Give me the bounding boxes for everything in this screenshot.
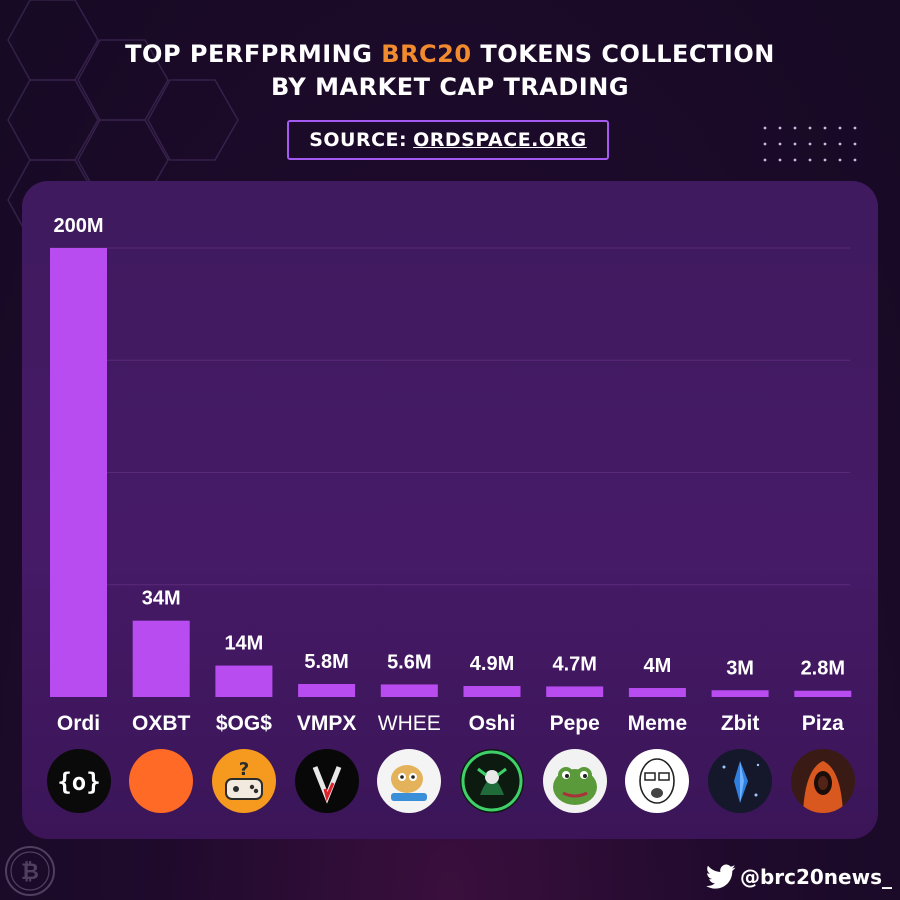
source-label: SOURCE:	[309, 129, 408, 151]
whee-dog-icon	[377, 749, 442, 813]
dot-grid-decoration	[763, 126, 857, 162]
meme-wojak-icon	[625, 749, 690, 813]
bar-ordi	[50, 248, 107, 697]
category-label: Ordi	[57, 712, 100, 735]
value-label: 2.8M	[801, 658, 845, 680]
category-label: WHEE	[378, 712, 441, 735]
svg-text:{o}: {o}	[57, 768, 100, 796]
oshi-warrior-icon	[460, 749, 524, 813]
oxbt-orange-circle-icon	[129, 749, 194, 813]
category-label: Piza	[802, 712, 844, 735]
bar-meme	[628, 688, 686, 697]
svg-text:?: ?	[239, 759, 249, 780]
og-gamepad-icon: ?	[211, 749, 276, 813]
chart-title: TOP PERFPRMING BRC20 TOKENS COLLECTION B…	[0, 38, 900, 104]
title-line-1: TOP PERFPRMING BRC20 TOKENS COLLECTION	[0, 38, 900, 71]
value-label: 4.9M	[470, 653, 514, 675]
twitter-bird-icon	[705, 864, 736, 889]
value-label: 200M	[53, 215, 103, 237]
category-label: VMPX	[297, 712, 357, 735]
value-label: 5.8M	[304, 651, 348, 673]
bar-og	[215, 665, 273, 697]
bar-whee	[380, 684, 438, 697]
value-label: 3M	[726, 657, 754, 679]
source-link[interactable]: ORDSPACE.ORG	[413, 129, 587, 151]
category-label: Meme	[628, 712, 688, 735]
category-label: Oshi	[469, 712, 516, 735]
twitter-handle[interactable]: @brc20news_	[705, 862, 892, 892]
value-label: 4.7M	[552, 653, 596, 675]
source-box: SOURCE: ORDSPACE.ORG	[287, 120, 609, 160]
title-prefix: TOP PERFPRMING	[125, 40, 382, 68]
value-label: 5.6M	[387, 651, 431, 673]
zbit-crystal-icon	[708, 749, 773, 813]
bar-piza	[794, 690, 852, 697]
vmpx-v-logo-icon	[294, 749, 359, 813]
category-label: Zbit	[721, 712, 759, 735]
bar-pepe	[546, 686, 604, 697]
bar-zbit	[711, 690, 769, 697]
value-label: 14M	[224, 633, 263, 655]
category-label: $OG$	[216, 712, 272, 735]
pepe-frog-icon	[542, 749, 607, 813]
bar-oxbt	[132, 620, 190, 697]
chart-panel	[22, 181, 878, 839]
ordi-logo-icon: {o}	[46, 749, 111, 813]
value-label: 34M	[142, 588, 181, 610]
title-line-2: BY MARKET CAP TRADING	[270, 73, 630, 101]
title-suffix: TOKENS COLLECTION	[471, 40, 775, 68]
bar-oshi	[463, 685, 521, 697]
handle-text: @brc20news_	[739, 865, 892, 889]
category-label: OXBT	[132, 712, 191, 735]
bitcoin-logo-icon: ₿	[5, 846, 55, 896]
title-accent-brc20: BRC20	[381, 40, 472, 68]
category-label: Pepe	[550, 712, 600, 735]
svg-text:₿: ₿	[21, 860, 39, 885]
bar-vmpx	[298, 683, 356, 697]
value-label: 4M	[644, 655, 672, 677]
piza-hooded-figure-icon	[790, 749, 855, 813]
